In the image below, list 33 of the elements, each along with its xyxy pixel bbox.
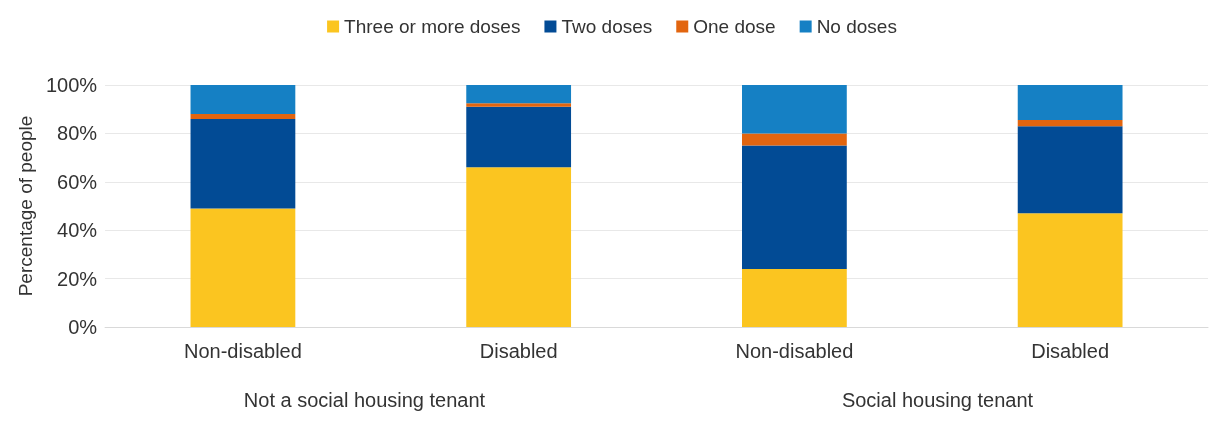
bar xyxy=(742,85,847,134)
y-tick-label: 80% xyxy=(57,122,98,145)
y-tick-label: 20% xyxy=(57,267,98,290)
y-tick-label: 60% xyxy=(57,170,98,193)
bar xyxy=(742,133,847,146)
bar xyxy=(190,114,296,119)
legend-label: No doses xyxy=(816,16,897,37)
bar xyxy=(190,85,296,115)
x-tick-label: Disabled xyxy=(1031,340,1110,362)
text: Not a social housing tenant xyxy=(243,389,486,411)
legend-label: Two doses xyxy=(561,16,653,37)
y-axis-title: Percentage of people xyxy=(15,115,36,297)
y-tick-label: 40% xyxy=(57,219,98,242)
bar xyxy=(1017,120,1123,127)
bar xyxy=(190,208,296,327)
bar xyxy=(190,118,296,209)
x-tick-label: Disabled xyxy=(479,340,558,362)
bar xyxy=(466,106,572,168)
y-tick-label: 100% xyxy=(45,74,98,96)
legend-label: One dose xyxy=(693,16,776,37)
bar xyxy=(466,85,572,104)
bar xyxy=(1017,126,1123,214)
y-tick-label: 0% xyxy=(68,316,98,338)
bar xyxy=(1017,213,1123,327)
x-tick-label: Non-disabled xyxy=(183,340,302,362)
bar xyxy=(742,268,847,327)
legend-label: Three or more doses xyxy=(344,16,521,37)
bar xyxy=(466,103,572,107)
bar xyxy=(742,145,847,269)
bar xyxy=(1017,85,1123,121)
text: Social housing tenant xyxy=(841,389,1034,411)
bar xyxy=(466,167,572,327)
x-tick-label: Non-disabled xyxy=(735,340,854,362)
